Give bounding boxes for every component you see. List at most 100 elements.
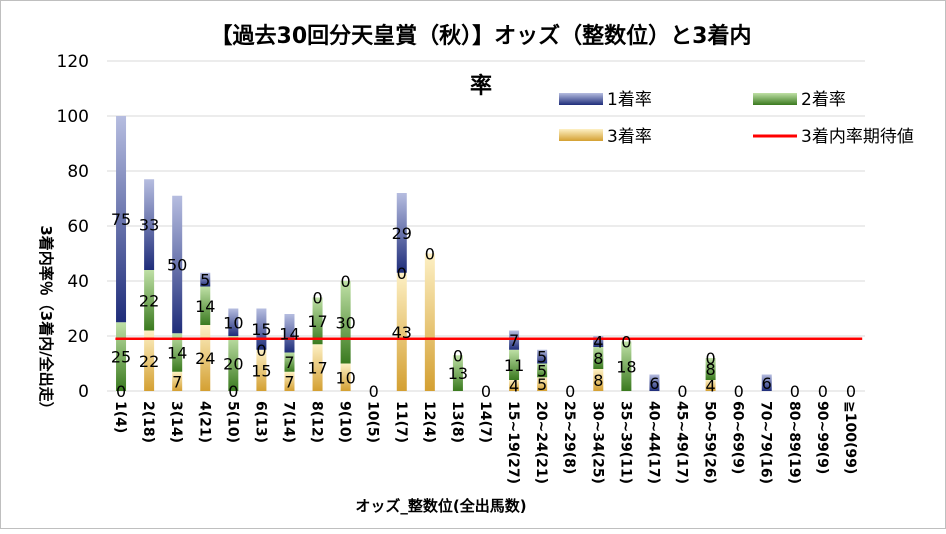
legend-label-1st: 1着率 <box>607 90 652 110</box>
data-label-s1-15: 5 <box>537 348 547 367</box>
chart-title-line2: 率 <box>470 73 492 99</box>
data-label-s3-6: 7 <box>284 372 294 391</box>
x-tick-label: 5(10) <box>224 401 240 443</box>
data-label-s1-23: 6 <box>762 374 772 393</box>
data-label-s1-8: 0 <box>341 272 351 291</box>
legend-label-expected: 3着内率期待値 <box>801 127 914 147</box>
legend-label-3rd: 3着率 <box>607 127 652 147</box>
data-label-s1-6: 14 <box>279 324 299 343</box>
bars <box>116 116 772 391</box>
x-tick-label: 1(4) <box>112 401 128 433</box>
bar-s1-23 <box>761 374 772 391</box>
x-tick-label: ≧100(99) <box>842 401 858 474</box>
bar-s1-14 <box>509 330 520 350</box>
data-label-s2-8: 30 <box>335 313 355 332</box>
y-tick-label: 120 <box>57 52 89 72</box>
bar-s1-1 <box>144 179 155 270</box>
legend: 1着率 2着率 3着率 3着内率期待値 <box>559 90 914 147</box>
bar-s2-1 <box>144 270 155 331</box>
data-label-s1-0: 75 <box>111 210 131 229</box>
data-label-s1-13: 0 <box>481 382 491 401</box>
data-label-s2-10: 0 <box>397 264 407 283</box>
data-label-s2-12: 13 <box>448 364 468 383</box>
data-label-s1-18: 0 <box>621 333 631 352</box>
y-tick-label: 100 <box>57 107 89 127</box>
data-label-s2-4: 20 <box>223 355 243 374</box>
data-label-s2-15: 5 <box>537 361 547 380</box>
x-tick-label: 40~44(17) <box>645 401 661 484</box>
data-label-s2-14: 11 <box>504 356 524 375</box>
data-label-s3-7: 17 <box>307 359 327 378</box>
bar-s1-19 <box>649 374 660 391</box>
data-label-s1-1: 33 <box>139 216 159 235</box>
x-tick-label: 12(4) <box>421 401 437 443</box>
gridlines <box>107 60 865 392</box>
x-tick-label: 7(14) <box>280 401 296 443</box>
bar-s3-6 <box>284 371 295 391</box>
data-label-s1-7: 0 <box>312 289 322 308</box>
bar-s2-6 <box>284 352 295 372</box>
data-label-s1-17: 4 <box>593 333 603 352</box>
x-tick-label: 11(7) <box>393 401 409 443</box>
x-tick-label: 9(10) <box>337 401 353 443</box>
data-label-s2-6: 7 <box>284 353 294 372</box>
bar-s1-15 <box>537 349 548 364</box>
data-label-s1-14: 7 <box>509 331 519 350</box>
chart-title-line1: 【過去30回分天皇賞（秋）】オッズ（整数位）と3着内 <box>211 23 752 49</box>
x-tick-label: 2(18) <box>140 401 156 443</box>
data-label-s1-22: 0 <box>734 382 744 401</box>
x-axis-title: オッズ_整数位(全出馬数) <box>355 497 526 515</box>
bar-s1-5 <box>256 308 267 350</box>
bar-s1-4 <box>228 308 239 336</box>
bar-s1-17 <box>593 336 604 347</box>
data-label-s3-2: 7 <box>172 372 182 391</box>
data-label-s3-4: 0 <box>228 382 238 401</box>
x-tick-label: 15~19(27) <box>505 401 521 484</box>
data-label-s2-3: 14 <box>195 297 215 316</box>
y-axis-ticks: 0 20 40 60 80 100 120 <box>57 52 89 402</box>
bar-s3-3 <box>200 325 211 391</box>
data-label-s2-1: 22 <box>139 291 159 310</box>
data-label-s2-21: 8 <box>705 360 715 379</box>
data-label-s3-1: 22 <box>139 352 159 371</box>
data-label-s2-17: 8 <box>593 349 603 368</box>
x-tick-label: 20~24(21) <box>533 401 549 484</box>
data-label-s1-10: 29 <box>392 224 412 243</box>
bar-s3-17 <box>593 369 604 391</box>
x-tick-label: 50~59(26) <box>702 401 718 484</box>
bar-s3-14 <box>509 380 520 391</box>
x-tick-label: 4(21) <box>196 401 212 443</box>
bar-s3-15 <box>537 377 548 391</box>
data-label-s1-11: 0 <box>425 245 435 264</box>
x-tick-label: 25~29(8) <box>561 401 577 474</box>
x-tick-label: 45~49(17) <box>674 401 690 484</box>
data-label-s1-3: 5 <box>200 271 210 290</box>
bar-s2-14 <box>509 349 520 380</box>
y-tick-label: 20 <box>67 327 89 347</box>
x-tick-label: 3(14) <box>168 401 184 443</box>
y-tick-label: 60 <box>67 217 89 237</box>
data-label-s3-5: 15 <box>251 361 271 380</box>
data-label-s3-21: 4 <box>705 377 715 396</box>
legend-label-2nd: 2着率 <box>801 90 846 110</box>
bar-s2-7 <box>312 297 323 345</box>
legend-swatch-2nd <box>753 93 797 105</box>
data-label-s3-8: 10 <box>335 368 355 387</box>
data-label-s1-20: 0 <box>677 382 687 401</box>
bar-s3-7 <box>312 344 323 391</box>
bar-s1-3 <box>200 272 211 287</box>
data-labels: 0257522223371450241450201015015771417170… <box>111 210 856 401</box>
legend-swatch-1st <box>559 93 603 105</box>
data-label-s1-2: 50 <box>167 256 187 275</box>
data-label-s3-17: 8 <box>593 371 603 390</box>
data-label-s1-26: 0 <box>846 382 856 401</box>
data-label-s1-4: 10 <box>223 313 243 332</box>
bar-s2-18 <box>621 341 632 391</box>
data-label-s3-14: 4 <box>509 377 519 396</box>
bar-s2-4 <box>228 336 239 391</box>
data-label-s2-7: 17 <box>307 312 327 331</box>
data-label-s3-10: 43 <box>392 323 412 342</box>
x-tick-label: 30~34(25) <box>589 401 605 484</box>
